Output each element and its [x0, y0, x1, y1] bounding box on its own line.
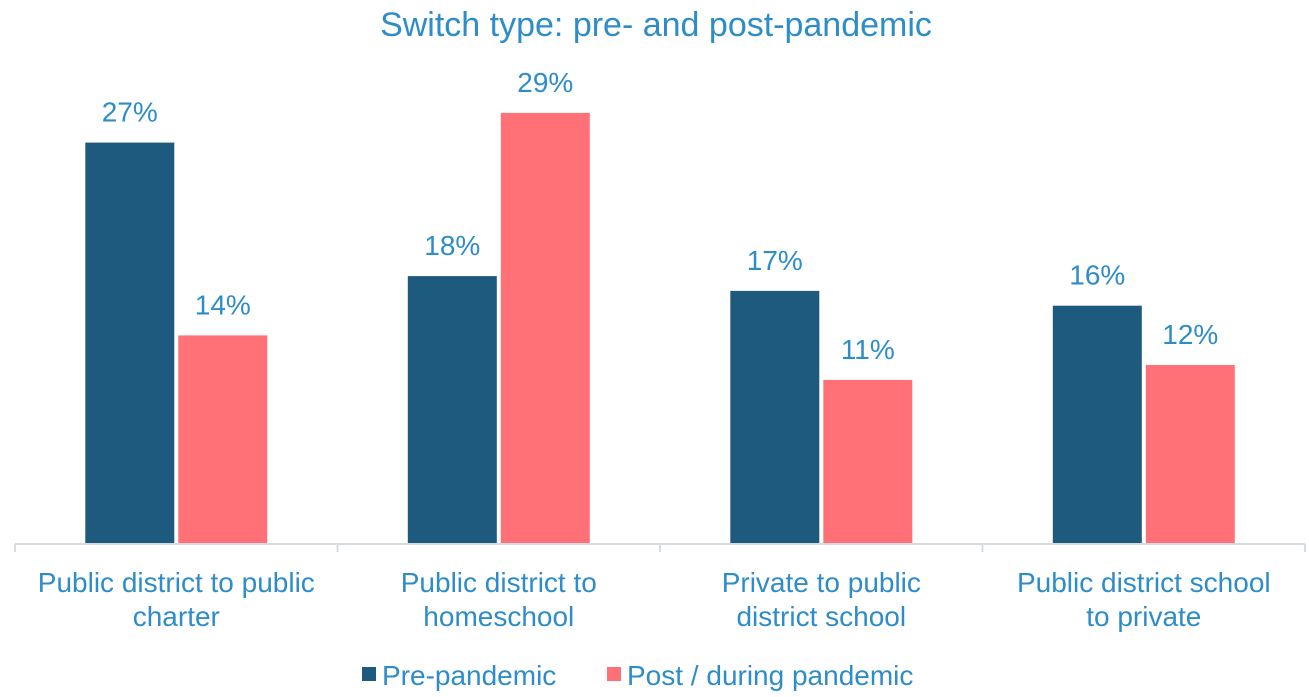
legend: Pre-pandemic Post / during pandemic — [362, 660, 913, 691]
x-tick-label-3: Public district school to private — [1017, 567, 1271, 632]
bar-pre-0 — [85, 143, 174, 543]
bar-post-3 — [1146, 365, 1235, 543]
data-label-post-3: 12% — [1162, 319, 1218, 350]
x-tick-label-2: Private to public district school — [722, 567, 921, 632]
data-label-pre-2: 17% — [747, 245, 803, 276]
bar-pre-1 — [408, 276, 497, 543]
bar-post-0 — [178, 335, 267, 543]
bars-layer — [85, 113, 1235, 543]
legend-swatch-post — [607, 667, 621, 681]
data-label-post-1: 29% — [517, 67, 573, 98]
x-tick-label-0: Public district to public charter — [38, 567, 315, 632]
category-labels-layer: Public district to public charter Public d… — [38, 567, 1271, 632]
bar-post-2 — [823, 380, 912, 543]
legend-label-pre: Pre-pandemic — [382, 660, 556, 691]
legend-swatch-pre — [362, 667, 376, 681]
x-tick-label-1: Public district to homeschool — [401, 567, 597, 632]
data-label-post-0: 14% — [195, 289, 251, 320]
bar-post-1 — [501, 113, 590, 543]
value-labels-layer: 27% 14% 18% 29% 17% 11% 16% 12% — [102, 67, 1219, 365]
data-label-pre-1: 18% — [424, 230, 480, 261]
data-label-post-2: 11% — [841, 334, 895, 365]
data-label-pre-0: 27% — [102, 97, 158, 128]
chart-title: Switch type: pre- and post-pandemic — [380, 6, 932, 44]
bar-pre-3 — [1053, 306, 1142, 543]
data-label-pre-3: 16% — [1069, 260, 1125, 291]
x-axis — [15, 544, 1305, 552]
bar-pre-2 — [730, 291, 819, 543]
legend-label-post: Post / during pandemic — [627, 660, 913, 691]
